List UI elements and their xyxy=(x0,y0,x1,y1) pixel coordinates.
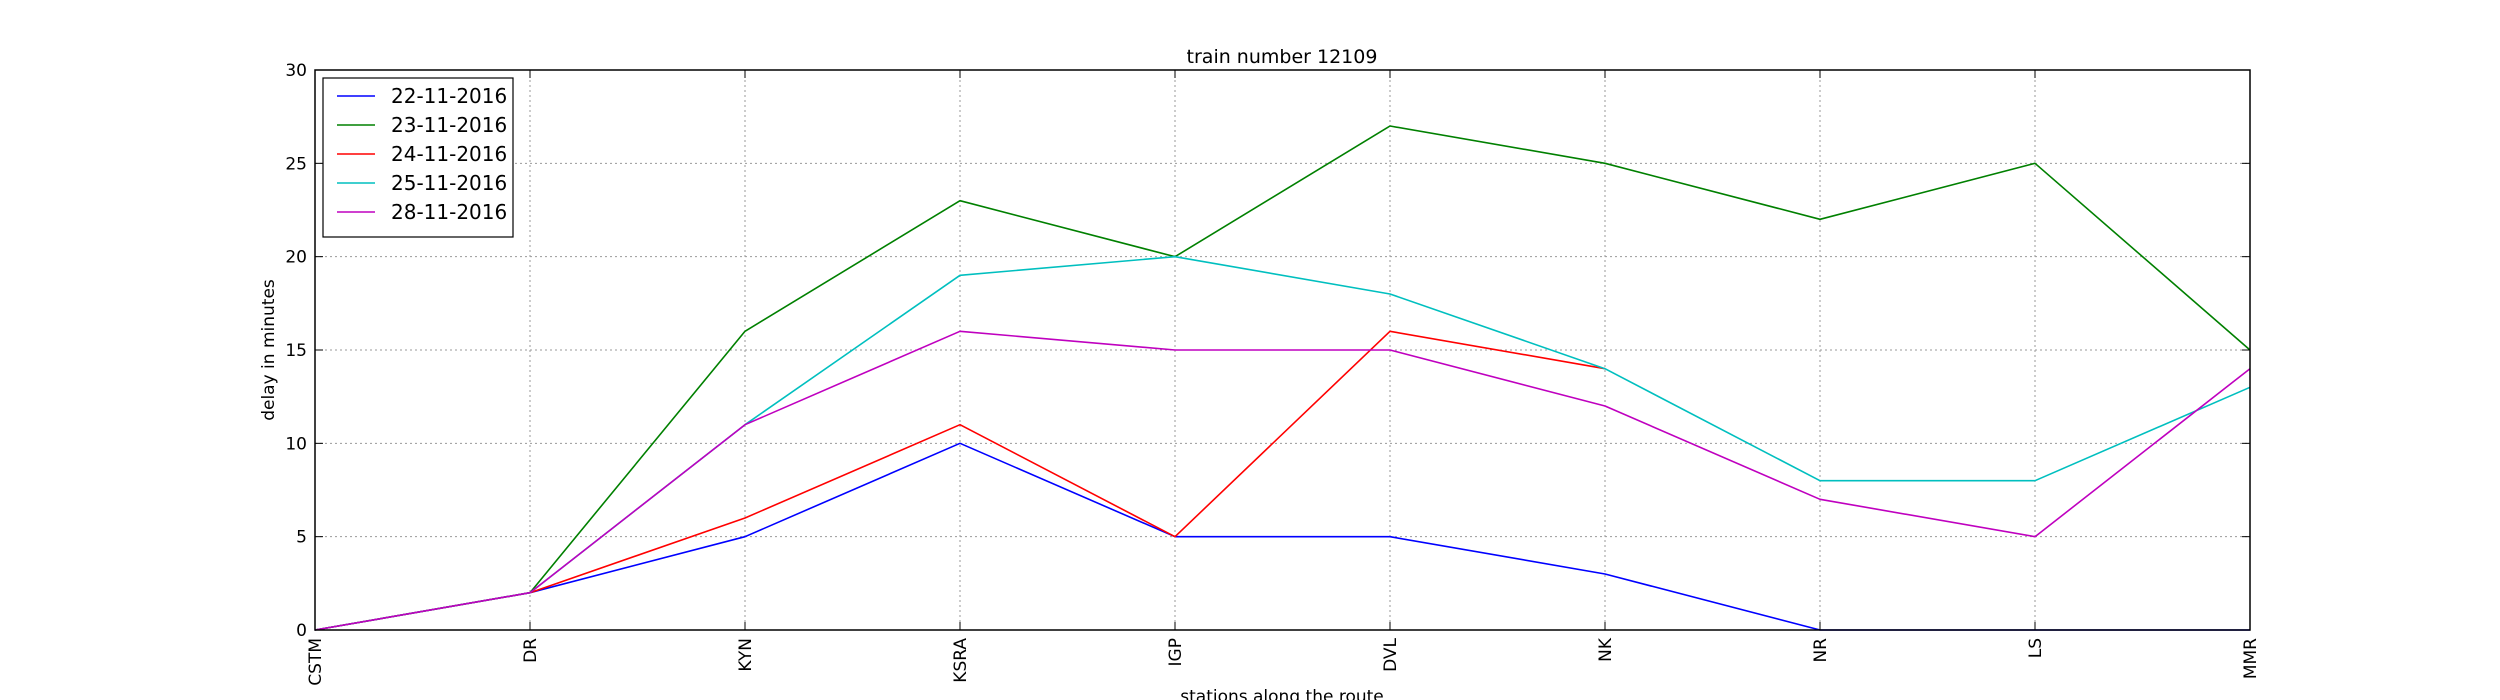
y-tick-label: 20 xyxy=(285,248,307,268)
x-ticks: CSTM DR KYN KSRA IGP DVL NK NR LS MMR xyxy=(306,70,2261,686)
x-tick-label: CSTM xyxy=(306,638,326,686)
x-tick-label: MMR xyxy=(2241,638,2261,679)
y-tick-label: 15 xyxy=(285,341,307,361)
y-tick-label: 0 xyxy=(296,621,307,641)
x-tick-label: LS xyxy=(2026,638,2046,658)
y-tick-label: 25 xyxy=(285,154,307,174)
chart-title: train number 12109 xyxy=(1187,46,1378,68)
legend-box xyxy=(322,77,514,238)
x-tick-label: NK xyxy=(1596,637,1616,662)
legend-label: 24-11-2016 xyxy=(391,142,507,166)
x-tick-label: KYN xyxy=(736,638,756,672)
legend: 22-11-2016 23-11-2016 24-11-2016 25-11-2016… xyxy=(322,77,514,238)
series-line-2 xyxy=(314,125,2251,631)
y-tick-label: 30 xyxy=(285,61,307,81)
legend-label: 28-11-2016 xyxy=(391,200,507,224)
series-lines xyxy=(314,125,2251,631)
y-ticks: 0 5 10 15 20 25 30 xyxy=(285,61,2250,641)
y-tick-label: 5 xyxy=(296,528,307,548)
y-axis-title: delay in minutes xyxy=(259,279,279,421)
x-tick-label: DR xyxy=(521,638,541,663)
legend-label: 22-11-2016 xyxy=(391,84,507,108)
x-tick-label: IGP xyxy=(1166,638,1186,666)
legend-label: 25-11-2016 xyxy=(391,171,507,195)
y-tick-label: 10 xyxy=(285,434,307,454)
x-axis-title: stations along the route xyxy=(1180,687,1384,700)
x-tick-label: DVL xyxy=(1381,637,1401,671)
series-line-5 xyxy=(314,330,2251,631)
x-tick-label: NR xyxy=(1811,638,1831,663)
legend-label: 23-11-2016 xyxy=(391,113,507,137)
x-tick-label: KSRA xyxy=(951,638,971,683)
